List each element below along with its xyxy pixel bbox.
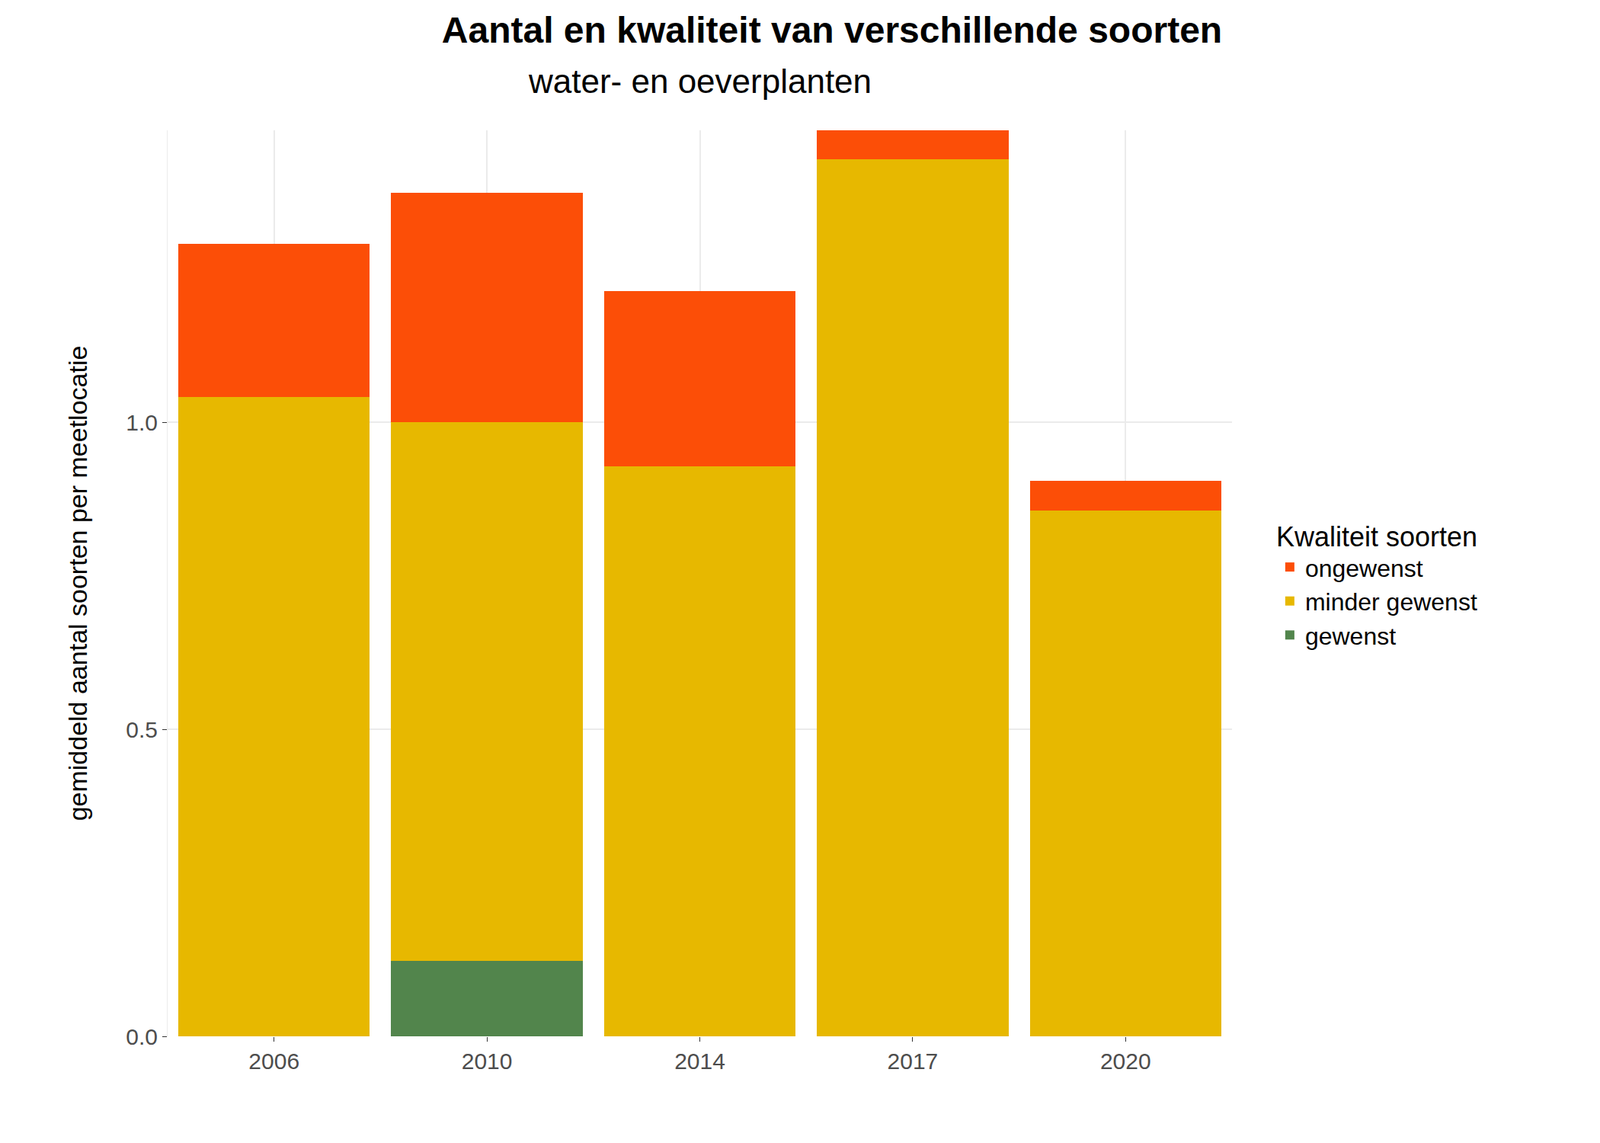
svg-text:water- en oeverplanten: water- en oeverplanten <box>528 62 872 100</box>
svg-text:0.0: 0.0 <box>125 1024 158 1050</box>
svg-text:gemiddeld aantal soorten per m: gemiddeld aantal soorten per meetlocatie <box>63 345 93 822</box>
svg-text:minder gewenst: minder gewenst <box>1305 588 1478 616</box>
svg-text:2017: 2017 <box>887 1048 939 1074</box>
svg-text:2020: 2020 <box>1100 1048 1152 1074</box>
svg-text:gewenst: gewenst <box>1305 622 1396 650</box>
svg-text:2006: 2006 <box>248 1048 300 1074</box>
svg-text:ongewenst: ongewenst <box>1305 554 1424 583</box>
svg-text:Aantal en kwaliteit van versch: Aantal en kwaliteit van verschillende so… <box>441 9 1223 51</box>
svg-text:2014: 2014 <box>674 1048 726 1074</box>
svg-text:0.5: 0.5 <box>125 716 158 743</box>
svg-text:Kwaliteit soorten: Kwaliteit soorten <box>1276 521 1478 553</box>
svg-text:1.0: 1.0 <box>125 409 158 436</box>
svg-text:2010: 2010 <box>461 1048 513 1074</box>
